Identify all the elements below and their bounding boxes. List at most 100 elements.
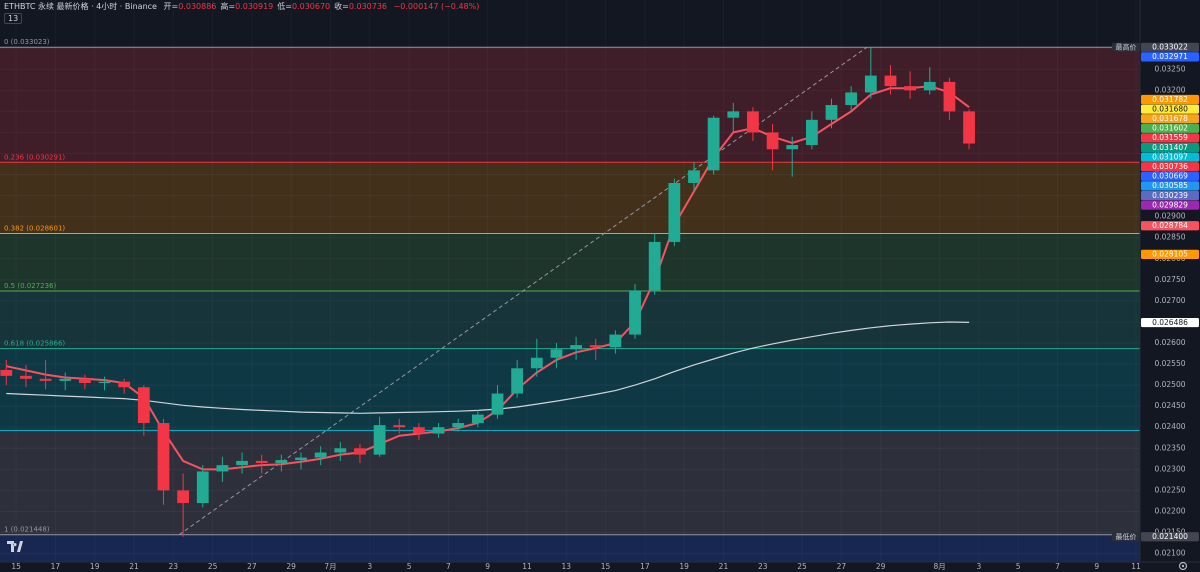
candle-body [570, 345, 582, 350]
x-tick-label: 19 [90, 562, 100, 571]
indicator-count[interactable]: 13 [4, 13, 23, 24]
candle-body [629, 290, 641, 335]
settings-icon[interactable] [1178, 561, 1188, 571]
candle-body [589, 345, 602, 348]
price-marker-tag-label: 最高价 [1116, 43, 1137, 52]
candle-body [530, 357, 543, 369]
candle-body [59, 378, 72, 381]
candle-body [98, 381, 111, 384]
candle-body [688, 170, 700, 183]
x-tick-label: 21 [129, 562, 139, 571]
fib-label: 1 (0.021448) [4, 526, 50, 534]
y-tick-label: 0.03200 [1154, 85, 1185, 94]
price-marker [1141, 123, 1199, 133]
price-marker [1141, 249, 1199, 259]
price-marker [1141, 200, 1199, 210]
fib-extension-band [0, 534, 1140, 562]
y-tick-label: 0.02900 [1154, 212, 1185, 221]
candle-body [904, 86, 917, 91]
y-tick-label: 0.02300 [1154, 464, 1185, 473]
price-marker [1141, 142, 1199, 153]
x-tick-label: 29 [286, 562, 296, 571]
x-tick-label: 3 [367, 562, 372, 571]
x-tick-label: 25 [208, 562, 218, 571]
x-tick-label: 5 [1016, 562, 1021, 571]
price-marker [1141, 190, 1199, 201]
price-marker-label: 0.030239 [1152, 191, 1188, 200]
candle-body [314, 452, 327, 458]
candle-body [845, 92, 858, 106]
y-tick-label: 0.02350 [1154, 443, 1185, 452]
candle-body [177, 490, 190, 504]
fib-label: 0.5 (0.027236) [4, 282, 56, 290]
fib-band [0, 290, 1140, 349]
y-tick-label: 0.02550 [1154, 359, 1185, 368]
x-tick-label: 7 [446, 562, 451, 571]
candle-body [825, 105, 838, 120]
candle-body [20, 375, 32, 379]
candle-body [648, 241, 661, 291]
x-tick-label: 25 [797, 562, 807, 571]
ohlc-value: 0.030919 [235, 2, 274, 11]
fib-band [0, 233, 1140, 291]
x-tick-label: 19 [679, 562, 689, 571]
x-tick-label: 21 [719, 562, 729, 571]
fib-band [0, 430, 1140, 535]
candle-body [118, 381, 131, 388]
candle-body [295, 457, 307, 461]
ohlc-item: 开=0.030886 [164, 2, 217, 11]
price-marker-label: 0.031407 [1152, 143, 1188, 152]
candle-body [452, 423, 465, 428]
ohlc-value: 0.030670 [291, 2, 331, 11]
price-marker [1141, 114, 1199, 124]
price-marker [1141, 133, 1199, 143]
candle-body [511, 368, 524, 394]
moving-average [6, 321, 970, 414]
x-tick-label: 27 [247, 562, 257, 571]
x-tick-label: 15 [11, 562, 21, 571]
x-tick-label: 3 [976, 562, 981, 571]
fib-label: 0 (0.033023) [4, 38, 50, 46]
ohlc: 开=0.030886 高=0.030919 低=0.030670 收=0.030736 [160, 2, 388, 11]
candle-body [0, 369, 13, 376]
x-tick-label: 7月 [324, 562, 336, 571]
price-markers: 0.033022最高价0.0329710.0317820.0316800.031… [1112, 43, 1199, 542]
ohlc-key: 高= [220, 2, 236, 11]
y-tick-label: 0.02150 [1154, 528, 1185, 537]
y-tick-label: 0.02100 [1154, 549, 1185, 558]
price-marker [1141, 181, 1199, 191]
time-axis-bg [0, 562, 1200, 572]
ohlc-key: 低= [277, 2, 292, 11]
x-tick-label: 17 [51, 562, 61, 571]
price-marker-label: 0.021400 [1152, 532, 1188, 541]
gear[interactable] [1178, 561, 1188, 571]
gear-center[interactable] [1181, 564, 1185, 568]
price-marker-label: 0.033022 [1152, 43, 1188, 52]
fib-label: 0.618 (0.025866) [4, 340, 65, 348]
candle-body [805, 119, 818, 146]
fib-band [0, 348, 1140, 431]
y-tick-label: 0.02250 [1154, 485, 1185, 494]
candle-body [766, 132, 779, 150]
y-tick-label: 0.03250 [1154, 64, 1185, 73]
candle-body [373, 425, 386, 455]
candle-body [609, 334, 622, 348]
logo-shape [7, 541, 23, 552]
price-marker [1141, 162, 1199, 172]
symbol[interactable]: ETHBTC 永续 最新价格 · 4小时 · Binance [4, 2, 157, 11]
candle-body [334, 448, 347, 453]
x-tick-label: 7 [1055, 562, 1060, 571]
x-tick-label: 15 [601, 562, 611, 571]
price-marker-label: 0.028105 [1152, 250, 1188, 259]
price-marker-label: 0.030736 [1152, 162, 1188, 171]
candle-body [884, 75, 897, 87]
change: −0.000147 (−0.48%) [393, 2, 480, 11]
price-marker-label: 0.032971 [1152, 52, 1188, 61]
x-tick-label: 8月 [933, 562, 945, 571]
x-tick-label: 5 [407, 562, 412, 571]
price-marker-label: 0.028784 [1152, 221, 1188, 230]
price-marker [1141, 317, 1199, 328]
price-marker-label: 0.031097 [1152, 152, 1188, 161]
candle-body [393, 425, 406, 428]
